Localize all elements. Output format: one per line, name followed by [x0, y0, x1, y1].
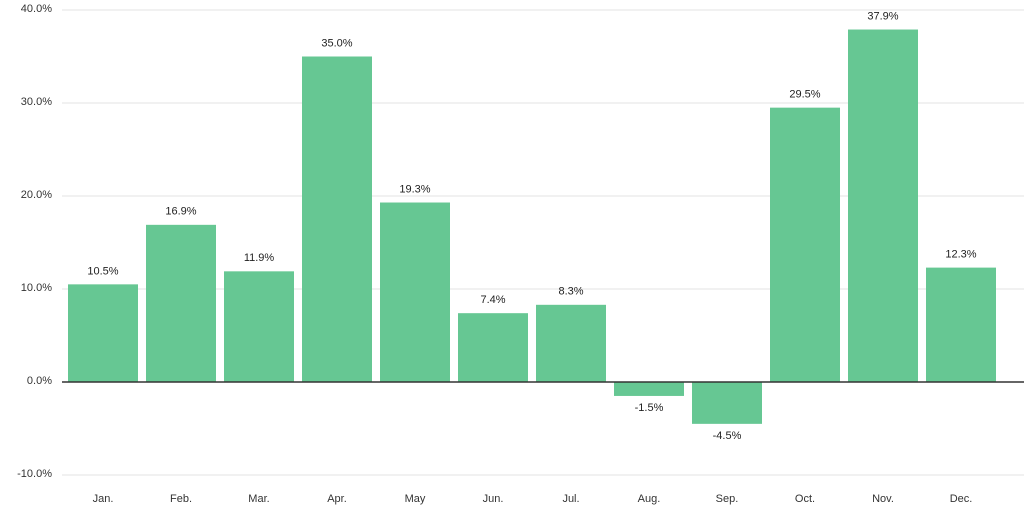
y-tick-label: 20.0%	[21, 189, 52, 201]
bar	[146, 224, 216, 382]
x-tick-label: Feb.	[170, 493, 192, 505]
bar	[224, 271, 294, 382]
y-tick-label: 30.0%	[21, 96, 52, 108]
value-label: 10.5%	[87, 265, 118, 277]
value-label: 7.4%	[480, 294, 505, 306]
x-tick-label: Nov.	[872, 493, 894, 505]
bar	[536, 304, 606, 382]
x-tick-label: Mar.	[248, 493, 269, 505]
value-label: 12.3%	[945, 249, 976, 261]
value-label: 8.3%	[558, 286, 583, 298]
x-tick-label: Apr.	[327, 493, 347, 505]
value-label: 19.3%	[399, 183, 430, 195]
value-label: -4.5%	[713, 430, 742, 442]
value-label: 16.9%	[165, 206, 196, 218]
y-tick-label: 10.0%	[21, 282, 52, 294]
y-tick-label: 0.0%	[27, 375, 52, 387]
x-tick-label: May	[405, 493, 426, 505]
value-label: 11.9%	[244, 252, 275, 264]
bar	[770, 107, 840, 383]
x-tick-label: Jun.	[483, 493, 504, 505]
y-tick-label: 40.0%	[21, 3, 52, 15]
x-tick-label: Jan.	[93, 493, 114, 505]
value-label: 29.5%	[789, 89, 820, 101]
x-tick-label: Oct.	[795, 493, 815, 505]
x-tick-label: Jul.	[562, 493, 579, 505]
value-label: 35.0%	[321, 37, 352, 49]
bar	[380, 202, 450, 382]
y-tick-label: -10.0%	[17, 468, 52, 480]
bar	[848, 29, 918, 383]
bar	[926, 267, 996, 382]
value-label: 37.9%	[867, 10, 898, 22]
x-tick-label: Dec.	[950, 493, 973, 505]
value-label: -1.5%	[635, 402, 664, 414]
bar	[614, 382, 684, 396]
bar	[458, 313, 528, 382]
bar	[302, 56, 372, 382]
x-tick-label: Sep.	[716, 493, 739, 505]
bar	[692, 382, 762, 424]
x-tick-label: Aug.	[638, 493, 661, 505]
bar	[68, 284, 138, 382]
